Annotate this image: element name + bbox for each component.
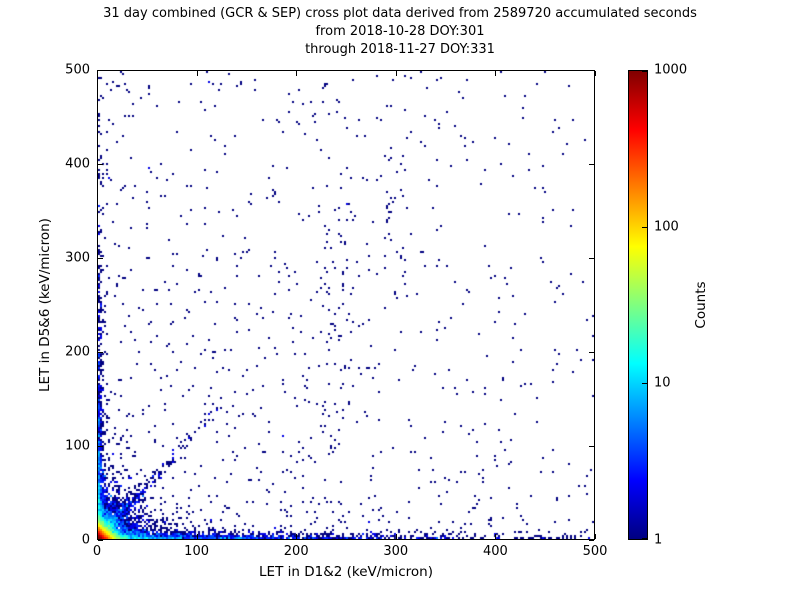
x-tick-label: 0 [92, 544, 102, 559]
colorbar-tick-label: 1 [654, 532, 663, 548]
tick-mark [642, 538, 647, 539]
tick-mark [642, 383, 647, 385]
scatter-points-canvas [98, 71, 594, 539]
tick-mark [98, 164, 103, 165]
tick-mark [98, 352, 103, 353]
tick-mark [98, 70, 103, 71]
tick-mark [98, 446, 103, 447]
y-tick-label: 0 [81, 532, 90, 548]
x-tick-label: 400 [482, 544, 508, 559]
tick-mark [97, 534, 98, 539]
tick-mark [395, 534, 397, 539]
y-tick-label: 500 [65, 62, 90, 78]
tick-mark [495, 71, 497, 76]
tick-mark [642, 226, 647, 228]
tick-mark [196, 534, 198, 539]
tick-mark [589, 352, 594, 353]
x-axis-label: LET in D1&2 (keV/micron) [259, 564, 433, 580]
y-tick-label: 300 [65, 250, 90, 266]
tick-mark [642, 71, 647, 72]
tick-mark [589, 540, 594, 541]
chart-title-line-2: from 2018-10-28 DOY:301 [315, 24, 485, 39]
tick-mark [196, 71, 198, 76]
tick-mark [589, 164, 594, 165]
colorbar-tick-label: 100 [654, 219, 679, 235]
tick-mark [589, 70, 594, 71]
chart-title-line-1: 31 day combined (GCR & SEP) cross plot d… [103, 6, 697, 21]
tick-mark [595, 71, 596, 76]
x-tick-label: 300 [383, 544, 409, 559]
colorbar [628, 70, 648, 540]
x-tick-label: 500 [582, 544, 608, 559]
colorbar-tick-label: 10 [654, 375, 671, 391]
tick-mark [97, 71, 98, 76]
tick-mark [589, 258, 594, 259]
plot-area [97, 70, 595, 540]
tick-mark [495, 534, 497, 539]
x-tick-label: 100 [184, 544, 210, 559]
colorbar-tick-label: 1000 [654, 62, 688, 78]
tick-mark [595, 534, 596, 539]
tick-mark [98, 540, 103, 541]
colorbar-label: Counts [693, 281, 709, 329]
tick-mark [98, 258, 103, 259]
x-tick-label: 200 [283, 544, 309, 559]
tick-mark [395, 71, 397, 76]
y-tick-label: 200 [65, 344, 90, 360]
tick-mark [589, 446, 594, 447]
y-tick-label: 400 [65, 156, 90, 172]
chart-title: 31 day combined (GCR & SEP) cross plot d… [0, 5, 800, 59]
y-tick-label: 100 [65, 438, 90, 454]
tick-mark [296, 534, 298, 539]
chart-title-line-3: through 2018-11-27 DOY:331 [305, 42, 495, 57]
tick-mark [296, 71, 298, 76]
y-axis-label: LET in D5&6 (keV/micron) [37, 218, 53, 392]
